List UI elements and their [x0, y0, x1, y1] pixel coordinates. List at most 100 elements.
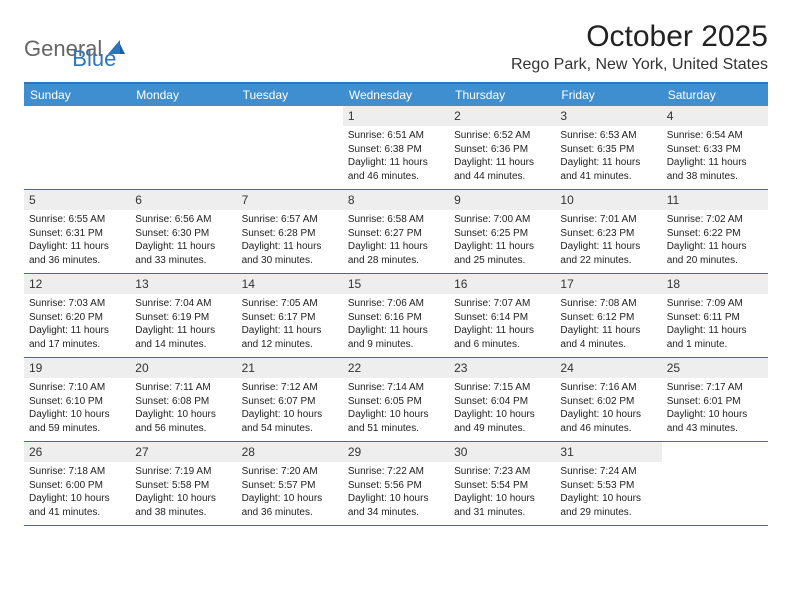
day-header: Thursday [449, 83, 555, 106]
calendar-cell: 31Sunrise: 7:24 AMSunset: 5:53 PMDayligh… [555, 442, 661, 526]
calendar-cell: 14Sunrise: 7:05 AMSunset: 6:17 PMDayligh… [237, 274, 343, 358]
calendar-cell: 6Sunrise: 6:56 AMSunset: 6:30 PMDaylight… [130, 190, 236, 274]
calendar-cell: 11Sunrise: 7:02 AMSunset: 6:22 PMDayligh… [662, 190, 768, 274]
header: General Blue October 2025 Rego Park, New… [24, 20, 768, 74]
day-number: 29 [343, 442, 449, 462]
day-number: 1 [343, 106, 449, 126]
day-number: 30 [449, 442, 555, 462]
day-number: 25 [662, 358, 768, 378]
day-info: Sunrise: 7:11 AMSunset: 6:08 PMDaylight:… [130, 378, 236, 441]
day-info: Sunrise: 7:16 AMSunset: 6:02 PMDaylight:… [555, 378, 661, 441]
day-number: 26 [24, 442, 130, 462]
day-info: Sunrise: 7:24 AMSunset: 5:53 PMDaylight:… [555, 462, 661, 525]
day-number: 2 [449, 106, 555, 126]
calendar-row: 5Sunrise: 6:55 AMSunset: 6:31 PMDaylight… [24, 190, 768, 274]
day-number: 18 [662, 274, 768, 294]
calendar-cell: 3Sunrise: 6:53 AMSunset: 6:35 PMDaylight… [555, 106, 661, 190]
day-number: 9 [449, 190, 555, 210]
day-info: Sunrise: 7:06 AMSunset: 6:16 PMDaylight:… [343, 294, 449, 357]
day-number: 13 [130, 274, 236, 294]
day-number: 23 [449, 358, 555, 378]
day-info: Sunrise: 7:12 AMSunset: 6:07 PMDaylight:… [237, 378, 343, 441]
calendar-cell: 24Sunrise: 7:16 AMSunset: 6:02 PMDayligh… [555, 358, 661, 442]
day-number: 28 [237, 442, 343, 462]
day-number: 8 [343, 190, 449, 210]
day-number: 17 [555, 274, 661, 294]
day-info: Sunrise: 7:04 AMSunset: 6:19 PMDaylight:… [130, 294, 236, 357]
day-info: Sunrise: 6:56 AMSunset: 6:30 PMDaylight:… [130, 210, 236, 273]
calendar-cell: 8Sunrise: 6:58 AMSunset: 6:27 PMDaylight… [343, 190, 449, 274]
day-info: Sunrise: 7:05 AMSunset: 6:17 PMDaylight:… [237, 294, 343, 357]
calendar-cell: 5Sunrise: 6:55 AMSunset: 6:31 PMDaylight… [24, 190, 130, 274]
calendar-cell: 2Sunrise: 6:52 AMSunset: 6:36 PMDaylight… [449, 106, 555, 190]
day-number: 6 [130, 190, 236, 210]
day-info: Sunrise: 7:17 AMSunset: 6:01 PMDaylight:… [662, 378, 768, 441]
day-info: Sunrise: 6:53 AMSunset: 6:35 PMDaylight:… [555, 126, 661, 189]
calendar-cell: 25Sunrise: 7:17 AMSunset: 6:01 PMDayligh… [662, 358, 768, 442]
day-number: 27 [130, 442, 236, 462]
day-info: Sunrise: 7:19 AMSunset: 5:58 PMDaylight:… [130, 462, 236, 525]
location: Rego Park, New York, United States [511, 56, 768, 74]
day-header: Wednesday [343, 83, 449, 106]
day-number: 22 [343, 358, 449, 378]
calendar-cell: 29Sunrise: 7:22 AMSunset: 5:56 PMDayligh… [343, 442, 449, 526]
day-info: Sunrise: 7:15 AMSunset: 6:04 PMDaylight:… [449, 378, 555, 441]
calendar-cell: 27Sunrise: 7:19 AMSunset: 5:58 PMDayligh… [130, 442, 236, 526]
day-header: Sunday [24, 83, 130, 106]
calendar-cell: 10Sunrise: 7:01 AMSunset: 6:23 PMDayligh… [555, 190, 661, 274]
day-header: Friday [555, 83, 661, 106]
day-header: Saturday [662, 83, 768, 106]
day-number: 4 [662, 106, 768, 126]
day-info: Sunrise: 7:07 AMSunset: 6:14 PMDaylight:… [449, 294, 555, 357]
day-info: Sunrise: 6:54 AMSunset: 6:33 PMDaylight:… [662, 126, 768, 189]
calendar-cell: 7Sunrise: 6:57 AMSunset: 6:28 PMDaylight… [237, 190, 343, 274]
month-title: October 2025 [511, 20, 768, 54]
calendar-cell: 21Sunrise: 7:12 AMSunset: 6:07 PMDayligh… [237, 358, 343, 442]
calendar-row: 1Sunrise: 6:51 AMSunset: 6:38 PMDaylight… [24, 106, 768, 190]
day-number: 5 [24, 190, 130, 210]
calendar-cell: 17Sunrise: 7:08 AMSunset: 6:12 PMDayligh… [555, 274, 661, 358]
calendar-cell: 30Sunrise: 7:23 AMSunset: 5:54 PMDayligh… [449, 442, 555, 526]
title-block: October 2025 Rego Park, New York, United… [511, 20, 768, 74]
day-number: 31 [555, 442, 661, 462]
day-number: 11 [662, 190, 768, 210]
day-info: Sunrise: 6:55 AMSunset: 6:31 PMDaylight:… [24, 210, 130, 273]
calendar-cell [130, 106, 236, 190]
day-info: Sunrise: 7:00 AMSunset: 6:25 PMDaylight:… [449, 210, 555, 273]
calendar-cell: 23Sunrise: 7:15 AMSunset: 6:04 PMDayligh… [449, 358, 555, 442]
day-header-row: SundayMondayTuesdayWednesdayThursdayFrid… [24, 83, 768, 106]
day-info: Sunrise: 6:51 AMSunset: 6:38 PMDaylight:… [343, 126, 449, 189]
day-info: Sunrise: 7:08 AMSunset: 6:12 PMDaylight:… [555, 294, 661, 357]
day-info: Sunrise: 7:20 AMSunset: 5:57 PMDaylight:… [237, 462, 343, 525]
day-info: Sunrise: 7:09 AMSunset: 6:11 PMDaylight:… [662, 294, 768, 357]
day-info: Sunrise: 7:01 AMSunset: 6:23 PMDaylight:… [555, 210, 661, 273]
day-header: Monday [130, 83, 236, 106]
day-info: Sunrise: 7:23 AMSunset: 5:54 PMDaylight:… [449, 462, 555, 525]
calendar-cell: 20Sunrise: 7:11 AMSunset: 6:08 PMDayligh… [130, 358, 236, 442]
day-number: 14 [237, 274, 343, 294]
calendar-cell: 9Sunrise: 7:00 AMSunset: 6:25 PMDaylight… [449, 190, 555, 274]
day-number: 20 [130, 358, 236, 378]
calendar-table: SundayMondayTuesdayWednesdayThursdayFrid… [24, 82, 768, 526]
calendar-cell [662, 442, 768, 526]
day-number: 3 [555, 106, 661, 126]
day-number: 24 [555, 358, 661, 378]
day-info: Sunrise: 7:03 AMSunset: 6:20 PMDaylight:… [24, 294, 130, 357]
calendar-row: 26Sunrise: 7:18 AMSunset: 6:00 PMDayligh… [24, 442, 768, 526]
calendar-body: 1Sunrise: 6:51 AMSunset: 6:38 PMDaylight… [24, 106, 768, 526]
calendar-row: 12Sunrise: 7:03 AMSunset: 6:20 PMDayligh… [24, 274, 768, 358]
day-info: Sunrise: 6:58 AMSunset: 6:27 PMDaylight:… [343, 210, 449, 273]
day-number: 12 [24, 274, 130, 294]
calendar-cell [237, 106, 343, 190]
day-info: Sunrise: 7:10 AMSunset: 6:10 PMDaylight:… [24, 378, 130, 441]
day-info: Sunrise: 6:52 AMSunset: 6:36 PMDaylight:… [449, 126, 555, 189]
day-number: 15 [343, 274, 449, 294]
day-number: 21 [237, 358, 343, 378]
calendar-cell: 26Sunrise: 7:18 AMSunset: 6:00 PMDayligh… [24, 442, 130, 526]
logo: General Blue [24, 26, 116, 72]
calendar-cell [24, 106, 130, 190]
day-number: 16 [449, 274, 555, 294]
day-info: Sunrise: 7:18 AMSunset: 6:00 PMDaylight:… [24, 462, 130, 525]
day-info: Sunrise: 7:02 AMSunset: 6:22 PMDaylight:… [662, 210, 768, 273]
calendar-cell: 16Sunrise: 7:07 AMSunset: 6:14 PMDayligh… [449, 274, 555, 358]
